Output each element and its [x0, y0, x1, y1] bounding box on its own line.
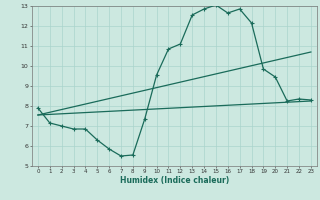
X-axis label: Humidex (Indice chaleur): Humidex (Indice chaleur)	[120, 176, 229, 185]
